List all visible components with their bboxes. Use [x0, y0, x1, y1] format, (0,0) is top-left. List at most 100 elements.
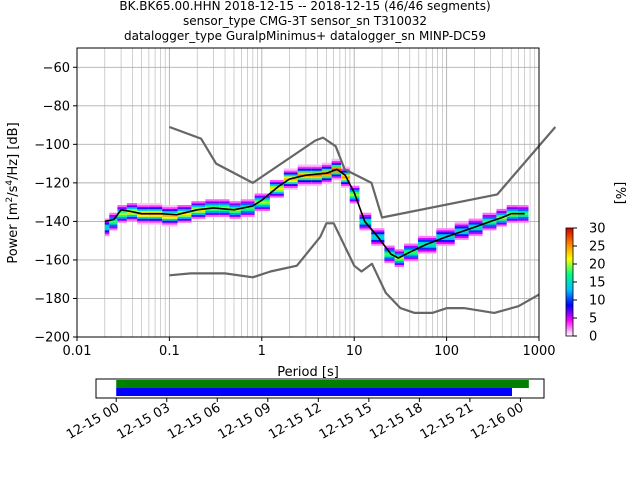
density-cell [137, 203, 149, 206]
density-cell [137, 216, 149, 219]
y-tick-label: −80 [43, 99, 70, 114]
title-line-1: BK.BK65.00.HHN 2018-12-15 -- 2018-12-15 … [119, 0, 490, 13]
density-cell [371, 241, 385, 244]
density-cell [321, 170, 332, 173]
density-cell [148, 214, 163, 217]
density-cell [254, 206, 270, 210]
density-cell [240, 203, 255, 206]
density-cell [126, 203, 138, 206]
density-cell [517, 208, 529, 212]
density-cell [109, 212, 118, 215]
density-cell [126, 205, 138, 208]
density-cell [191, 214, 206, 217]
x-axis-ticks: 0.01 0.1 1 10 100 1000 [63, 337, 556, 359]
timeline-tick-label: 12-15 21 [418, 400, 476, 442]
density-cell [229, 201, 241, 204]
density-cell [137, 206, 149, 210]
y-tick-label: −120 [34, 176, 70, 191]
density-cell [148, 208, 163, 212]
density-cell [311, 179, 322, 183]
density-cell [384, 245, 395, 248]
density-cell [394, 258, 405, 262]
density-cell [404, 257, 418, 260]
density-cell [191, 201, 206, 204]
density-cell [126, 216, 138, 219]
colorbar-tick-label: 5 [589, 312, 597, 327]
density-cell [506, 205, 518, 208]
density-cell [496, 222, 507, 225]
density-cell [468, 224, 483, 227]
y-axis-label: Power [m2/s4/Hz] [dB] [5, 122, 21, 263]
density-cell [506, 216, 518, 219]
density-cell [104, 226, 110, 229]
density-cell [177, 205, 192, 208]
density-cell [321, 181, 332, 185]
density-cell [311, 183, 322, 187]
density-cell [283, 174, 298, 177]
density-cell [117, 214, 127, 217]
density-cell [371, 228, 385, 231]
density-cell [240, 205, 255, 208]
density-cell [496, 220, 507, 223]
density-cell [371, 239, 385, 242]
density-cell [137, 208, 149, 212]
density-cell [417, 235, 437, 239]
density-cell [269, 187, 284, 190]
density-cell [137, 214, 149, 217]
density-cell [359, 222, 372, 225]
timeline-tick-label: 12-15 06 [165, 400, 223, 442]
density-cell [454, 231, 469, 235]
colorbar-tick-label: 15 [589, 276, 606, 291]
density-cell [205, 203, 220, 206]
density-cell [117, 206, 127, 210]
density-cell [371, 243, 385, 246]
density-cell [283, 168, 298, 171]
timeline-bar [116, 380, 529, 388]
timeline-tick-label: 12-15 18 [367, 400, 425, 442]
density-cell [109, 220, 118, 223]
density-cell [205, 201, 220, 204]
density-cell [162, 210, 178, 214]
colorbar-ticks: 0 5 10 15 20 25 30 [573, 222, 606, 345]
y-tick-label: −160 [34, 253, 70, 268]
density-cell [384, 255, 395, 258]
timeline-bars [116, 380, 529, 396]
density-cell [359, 224, 372, 227]
density-cell [219, 208, 230, 212]
density-cell [219, 205, 230, 208]
density-cell [311, 178, 322, 181]
density-cell [331, 170, 342, 173]
x-tick-label: 0.1 [159, 344, 180, 359]
title-line-3: datalogger_type GuralpMinimus+ datalogge… [124, 29, 486, 43]
density-cell [371, 230, 385, 233]
density-cell [240, 212, 255, 215]
density-cell [148, 205, 163, 208]
density-cell [117, 212, 127, 215]
density-cell [517, 205, 529, 208]
ppsd-plot: 0.01 0.1 1 10 100 1000 −60 −80 −100 −120 −140 −160… [5, 47, 557, 380]
x-tick-label: 1000 [522, 344, 555, 359]
density-cell [104, 231, 110, 235]
density-cell [506, 220, 518, 223]
density-cell [117, 220, 127, 223]
density-cell [269, 179, 284, 183]
density-cell [321, 168, 332, 171]
density-cell [205, 210, 220, 214]
density-cell [496, 214, 507, 217]
density-cell [331, 162, 342, 165]
density-cell [404, 253, 418, 256]
density-cell [341, 181, 350, 185]
colorbar-gradient [565, 227, 574, 337]
density-cell [321, 174, 332, 177]
density-cell [482, 226, 497, 229]
density-cell [117, 216, 127, 219]
x-tick-label: 10 [346, 344, 363, 359]
density-cell [436, 239, 455, 242]
density-cell [104, 230, 110, 233]
density-cell [137, 222, 149, 225]
density-cell [454, 226, 469, 229]
density-cell [371, 233, 385, 237]
density-cell [126, 206, 138, 210]
density-cell [297, 170, 312, 173]
